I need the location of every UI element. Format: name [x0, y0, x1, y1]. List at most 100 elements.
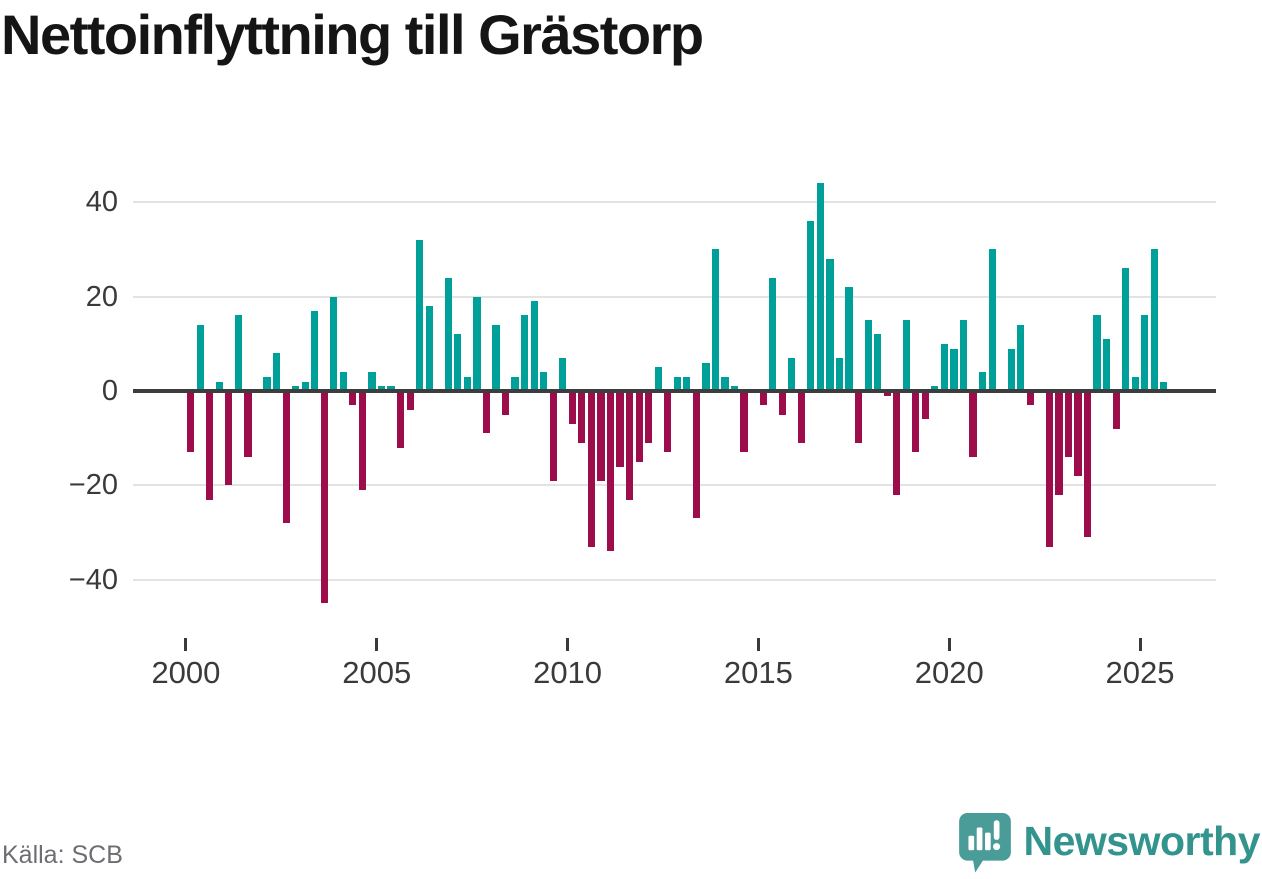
bar-2012-q3 — [664, 391, 672, 453]
bar-2018-q4 — [902, 320, 910, 391]
y-axis-label-40: 40 — [85, 186, 118, 219]
zero-axis-line — [133, 389, 1216, 393]
bar-2015-q3 — [778, 391, 786, 415]
bar-2016-q1 — [797, 391, 805, 443]
y-axis-label--20: −20 — [68, 469, 118, 502]
bar-2004-q2 — [349, 391, 357, 406]
x-axis-label-2020: 2020 — [914, 655, 984, 690]
mini-bar-chart-glyph — [967, 820, 1000, 851]
bar-2005-q4 — [406, 391, 414, 410]
bar-2013-q3 — [702, 362, 710, 391]
y-axis-label-20: 20 — [85, 280, 118, 313]
bar-2025-q3 — [1160, 381, 1168, 391]
bar-2002-q1 — [263, 376, 271, 391]
bar-2015-q2 — [769, 277, 777, 391]
bar-2016-q2 — [807, 221, 815, 391]
bar-2014-q3 — [740, 391, 748, 453]
bar-2005-q3 — [397, 391, 405, 448]
y-axis-label--40: −40 — [68, 563, 118, 596]
bar-2025-q1 — [1141, 315, 1149, 391]
bar-2017-q1 — [835, 357, 844, 391]
bar-2017-q3 — [854, 391, 863, 443]
bar-2024-q2 — [1112, 391, 1120, 429]
y-axis-label-0: 0 — [101, 375, 118, 407]
bar-2006-q4 — [444, 277, 452, 391]
bar-2023-q3 — [1083, 391, 1092, 538]
x-axis-label-2005: 2005 — [342, 655, 412, 690]
bar-2003-q3 — [320, 391, 328, 604]
x-axis-tick-2010 — [566, 638, 570, 651]
bar-2007-q3 — [473, 296, 481, 391]
bar-2000-q1 — [187, 391, 195, 453]
bar-2010-q1 — [568, 391, 576, 425]
x-axis-tick-2000 — [184, 638, 188, 651]
bar-2019-q3 — [931, 386, 939, 391]
bar-2005-q2 — [387, 386, 395, 391]
gridline-20 — [133, 295, 1216, 298]
x-axis-tick-2020 — [947, 638, 951, 651]
bar-2013-q4 — [711, 249, 720, 391]
bar-2010-q2 — [578, 391, 586, 443]
bar-2025-q2 — [1150, 249, 1158, 391]
x-axis-label-2000: 2000 — [151, 655, 221, 690]
x-axis-label-2025: 2025 — [1105, 655, 1175, 690]
bar-2021-q4 — [1017, 324, 1025, 391]
bar-2024-q3 — [1122, 268, 1130, 391]
bar-2013-q2 — [692, 391, 700, 519]
bar-2002-q4 — [292, 386, 300, 391]
bar-2009-q3 — [549, 391, 557, 481]
x-axis-tick-2005 — [375, 638, 379, 651]
bar-2024-q4 — [1131, 376, 1139, 391]
bar-2021-q3 — [1007, 348, 1015, 391]
bar-2002-q2 — [272, 353, 281, 391]
bar-2000-q4 — [215, 381, 223, 391]
bar-2022-q4 — [1055, 391, 1063, 495]
bar-2018-q2 — [883, 391, 891, 396]
gridline--40 — [133, 578, 1216, 581]
x-axis-label-2015: 2015 — [723, 655, 793, 690]
bar-2020-q2 — [959, 320, 968, 391]
bar-2001-q2 — [234, 315, 242, 391]
bar-2024-q1 — [1103, 339, 1111, 391]
bar-2001-q1 — [225, 391, 233, 486]
x-axis-tick-2025 — [1138, 638, 1142, 651]
newsworthy-brand: Newsworthy — [958, 813, 1261, 873]
gridline-40 — [133, 201, 1216, 204]
bar-2015-q4 — [788, 357, 796, 391]
bar-2009-q2 — [540, 372, 548, 391]
bar-2013-q1 — [683, 376, 691, 391]
bar-2020-q1 — [950, 348, 958, 391]
bar-2008-q4 — [521, 315, 529, 391]
bar-2014-q1 — [721, 376, 729, 391]
bar-2012-q2 — [654, 367, 662, 391]
bar-2017-q4 — [864, 320, 872, 391]
bar-2011-q2 — [616, 391, 624, 467]
bar-2023-q2 — [1074, 391, 1082, 476]
bar-2020-q4 — [979, 372, 987, 391]
bar-2009-q1 — [530, 301, 538, 391]
newsworthy-wordmark: Newsworthy — [1023, 818, 1261, 864]
bar-2000-q2 — [196, 324, 204, 391]
bar-2002-q3 — [282, 391, 290, 524]
bar-2007-q4 — [482, 391, 491, 434]
bar-2011-q4 — [635, 391, 643, 462]
bar-2023-q4 — [1093, 315, 1101, 391]
bar-2001-q3 — [244, 391, 252, 458]
bar-2008-q1 — [492, 324, 500, 391]
bar-2003-q1 — [301, 381, 309, 391]
bar-2003-q2 — [311, 310, 319, 391]
bar-2004-q1 — [339, 372, 347, 391]
bar-2012-q1 — [645, 391, 653, 443]
bar-2018-q3 — [893, 391, 901, 495]
gridline--20 — [133, 484, 1216, 487]
bar-2009-q4 — [559, 357, 567, 391]
x-axis-label-2010: 2010 — [533, 655, 603, 690]
bar-2022-q1 — [1026, 391, 1034, 406]
bar-2019-q4 — [940, 343, 949, 391]
bar-2010-q4 — [597, 391, 605, 481]
bar-2004-q3 — [358, 391, 367, 491]
newsworthy-logo-icon — [958, 813, 1011, 873]
bar-2008-q3 — [511, 376, 519, 391]
